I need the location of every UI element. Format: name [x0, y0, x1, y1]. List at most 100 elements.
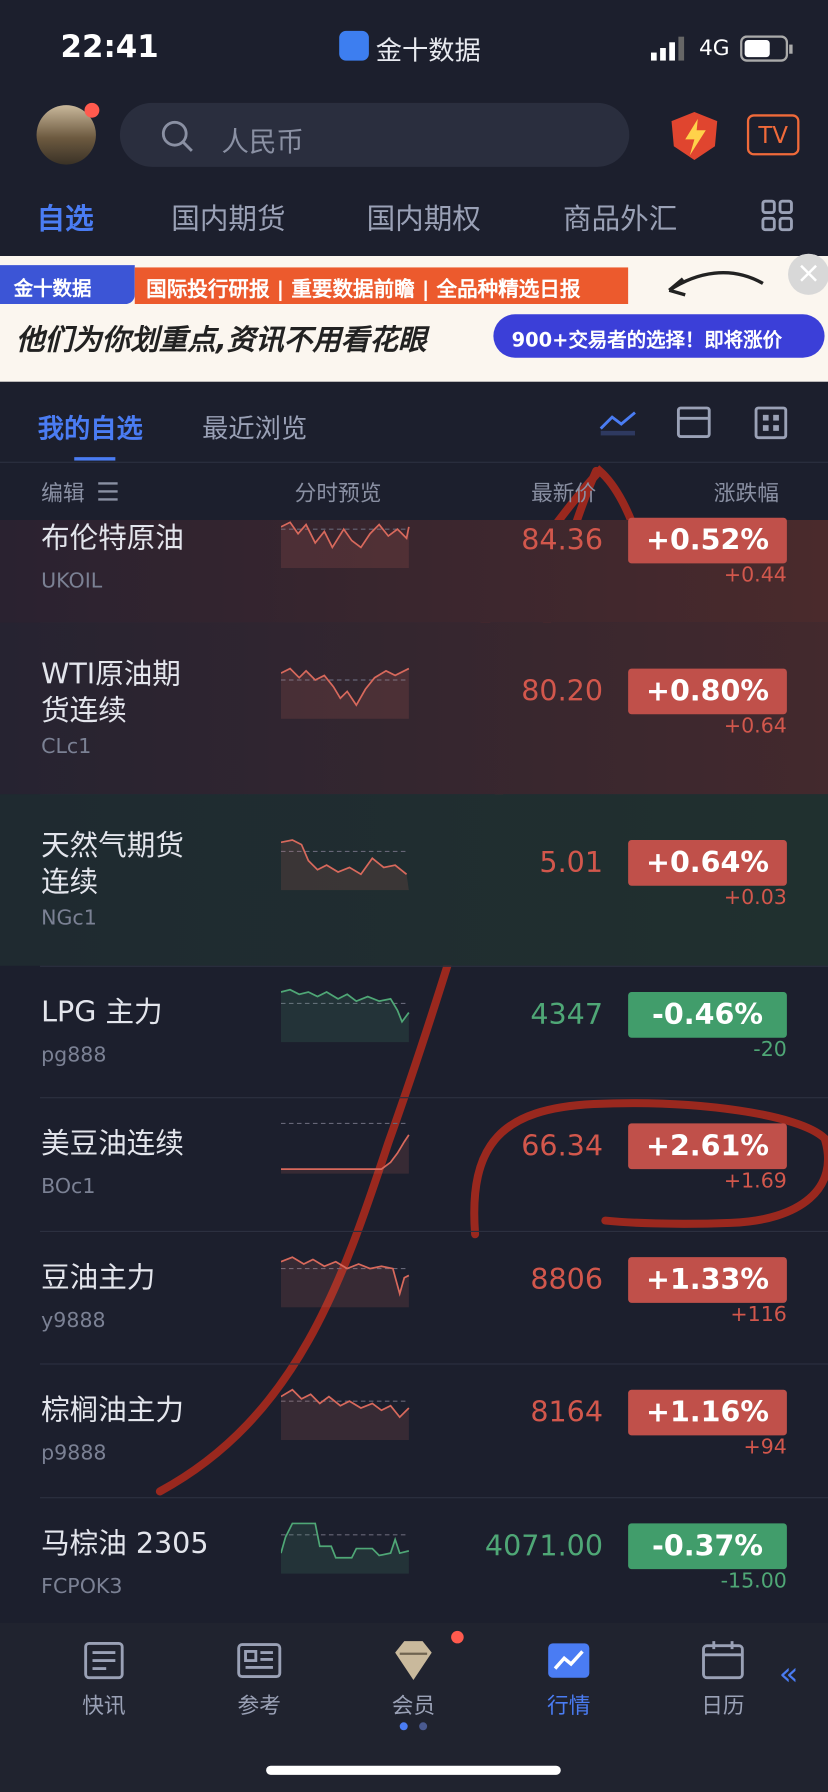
nav-icon[interactable]: [236, 1639, 282, 1682]
row-name: WTI原油期: [41, 657, 181, 691]
nav-icon[interactable]: [391, 1639, 437, 1682]
banner-headline-bg: [134, 267, 629, 305]
tab[interactable]: 国内期权: [366, 202, 481, 236]
battery-icon: [740, 35, 793, 62]
collapse-icon[interactable]: «: [778, 1654, 799, 1693]
row-code: CLc1: [41, 734, 92, 759]
avatar-badge: [84, 102, 100, 118]
subtab[interactable]: 最近浏览: [202, 414, 308, 445]
search-placeholder: 人民币: [221, 125, 304, 158]
banner-arrow: [668, 271, 764, 297]
nav-icon[interactable]: [546, 1639, 592, 1682]
row-divider: [39, 1230, 828, 1233]
row-name: 天然气期货: [41, 828, 184, 862]
column-label: 分时预览: [294, 481, 382, 507]
divider: [0, 461, 828, 463]
row-name: 布伦特原油: [41, 521, 184, 555]
banner-slogan: 他们为你划重点,资讯不用看花眼: [15, 323, 427, 357]
flash-icon[interactable]: [669, 110, 719, 163]
row-code: FCPOK3: [41, 1574, 123, 1599]
sparkline: [280, 1388, 410, 1441]
tab[interactable]: 商品外汇: [563, 202, 678, 236]
banner-cta-bg[interactable]: [493, 314, 825, 358]
row-code: UKOIL: [41, 569, 103, 594]
search-box[interactable]: [119, 102, 630, 167]
row-divider: [39, 1497, 828, 1499]
subtab-underline: [74, 457, 116, 461]
row-code: BOc1: [41, 1174, 96, 1199]
row-change: +116: [730, 1302, 787, 1327]
row-change: +94: [743, 1435, 787, 1460]
row-divider: [39, 1363, 828, 1365]
row-pct[interactable]: +2.61%: [628, 1123, 787, 1170]
subtab[interactable]: 我的自选: [37, 414, 143, 445]
row-price: 80.20: [521, 674, 604, 708]
edit-menu-icon[interactable]: [97, 481, 120, 502]
row-pct[interactable]: -0.37%: [628, 1523, 787, 1570]
nav-label[interactable]: 快讯: [82, 1693, 126, 1719]
sparkline: [280, 988, 410, 1043]
tab[interactable]: 国内期货: [171, 202, 286, 236]
app-icon: [339, 30, 369, 61]
nav-icon[interactable]: [81, 1639, 127, 1682]
row-change: +0.03: [723, 885, 787, 910]
row-name: 马棕油 2305: [41, 1526, 209, 1561]
banner-headline: 国际投行研报 | 重要数据前瞻 | 全品种精选日报: [146, 277, 581, 302]
sparkline: [280, 521, 410, 569]
status-time: 22:41: [60, 29, 159, 66]
sparkline: [280, 1522, 410, 1574]
column-label: 涨跌幅: [713, 481, 779, 507]
tab[interactable]: 自选: [36, 202, 94, 236]
sparkline: [280, 667, 410, 719]
row-change: +0.64: [723, 714, 787, 739]
row-price: 4071.00: [484, 1529, 604, 1563]
status-network: 4G: [698, 35, 730, 61]
row-change: +1.69: [723, 1169, 787, 1194]
nav-label[interactable]: 日历: [701, 1693, 745, 1719]
search-icon: [161, 120, 193, 152]
sparkline: [280, 839, 409, 891]
view-card-icon[interactable]: [676, 406, 713, 440]
view-grid-icon[interactable]: [754, 406, 788, 440]
view-line-icon[interactable]: [598, 406, 637, 438]
row-price: 84.36: [521, 523, 604, 557]
home-indicator: [266, 1765, 561, 1775]
page-dot: [399, 1722, 408, 1731]
nav-label[interactable]: 行情: [547, 1693, 591, 1719]
sparkline: [280, 1256, 410, 1308]
row-divider: [39, 1097, 828, 1099]
banner-brand-bg: [0, 265, 135, 305]
row-pct[interactable]: +1.33%: [628, 1257, 787, 1303]
row-price: 8806: [530, 1262, 604, 1297]
row-divider: [39, 965, 828, 967]
tv-icon[interactable]: TV: [746, 114, 800, 156]
row-name: 豆油主力: [41, 1260, 156, 1294]
row-name: 棕榈油主力: [41, 1393, 184, 1427]
status-app: 金十数据: [375, 36, 481, 67]
row-pct[interactable]: +0.52%: [628, 517, 787, 564]
row-name: 美豆油连续: [41, 1126, 184, 1161]
nav-label[interactable]: 参考: [237, 1693, 281, 1719]
row-price: 8164: [530, 1395, 604, 1429]
row-pct[interactable]: +1.16%: [628, 1389, 787, 1436]
column-label[interactable]: 编辑: [41, 481, 85, 507]
row-price: 66.34: [521, 1129, 604, 1163]
banner-close[interactable]: ×: [788, 253, 828, 295]
row-pct[interactable]: +0.80%: [628, 668, 787, 715]
row-change: +0.44: [723, 563, 787, 588]
row-change: -20: [753, 1037, 787, 1062]
row-change: -15.00: [720, 1569, 787, 1594]
vip-badge: [451, 1630, 464, 1644]
nav-label[interactable]: 会员: [391, 1693, 436, 1719]
row-code: pg888: [41, 1043, 107, 1068]
row-price: 4347: [530, 997, 604, 1031]
column-label: 最新价: [531, 481, 597, 507]
tabs-grid-icon[interactable]: [761, 199, 795, 233]
row-pct[interactable]: -0.46%: [628, 992, 787, 1038]
row-code: NGc1: [41, 906, 97, 931]
nav-icon[interactable]: [700, 1639, 746, 1682]
row-name: 货连续: [41, 693, 127, 727]
row-pct[interactable]: +0.64%: [628, 840, 787, 886]
